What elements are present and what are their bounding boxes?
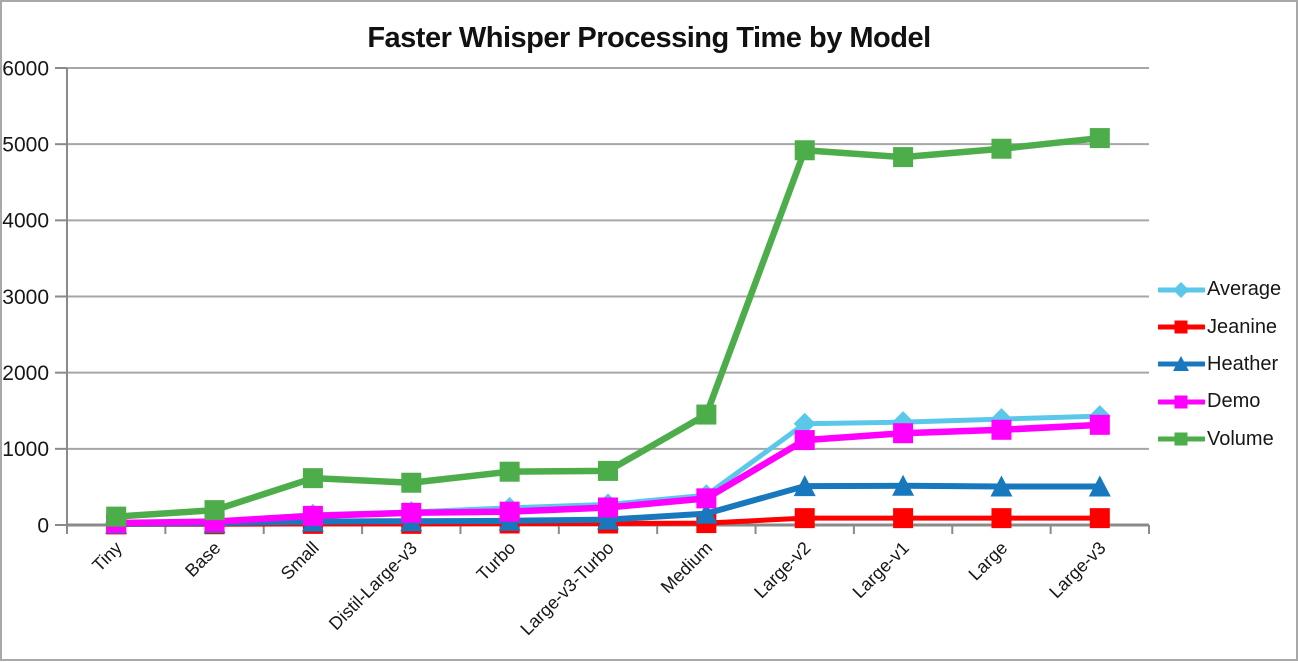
x-axis-label: Large-v2 <box>750 538 814 602</box>
data-point-demo-large <box>991 419 1012 440</box>
data-point-jeanine-large-v1 <box>893 508 914 529</box>
x-axis-label: Large <box>965 538 1012 585</box>
data-point-demo-turbo <box>499 501 520 522</box>
legend-marker-demo <box>1174 395 1188 409</box>
data-point-demo-large-v2 <box>794 430 815 451</box>
data-point-volume-large-v1 <box>893 147 914 168</box>
legend-label-demo: Demo <box>1207 390 1261 413</box>
gridlines <box>67 67 1149 450</box>
data-point-volume-base <box>204 500 225 521</box>
data-point-heather-large-v2 <box>793 475 816 497</box>
y-axis-labels: 0 1000 2000 3000 4000 5000 6000 <box>2 57 49 537</box>
x-axis-labels: Tiny Base Small Distil-Large-v3 TurboLarge-v… <box>88 538 1109 639</box>
data-point-heather-large-v1 <box>892 474 915 496</box>
data-point-jeanine-large <box>991 508 1012 529</box>
chart-title: Faster Whisper Processing Time by Model <box>367 22 931 54</box>
x-axis-label: Base <box>181 538 224 581</box>
legend-marker-heather <box>1173 356 1189 372</box>
legend-item-volume: Volume <box>1158 421 1298 458</box>
legend-label-heather: Heather <box>1207 352 1279 375</box>
legend-label-jeanine: Jeanine <box>1207 315 1278 338</box>
x-axis-label: Medium <box>657 538 716 597</box>
legend-label-volume: Volume <box>1207 427 1274 450</box>
data-point-jeanine-large-v2 <box>794 508 815 529</box>
data-point-demo-large-v3 <box>1089 414 1110 435</box>
y-axis-label: 5000 <box>2 134 49 157</box>
x-axis-label: Large-v3-Turbo <box>516 538 617 639</box>
legend-item-demo: Demo <box>1158 383 1298 420</box>
data-point-heather-large-v3 <box>1088 475 1111 497</box>
axis-ticks <box>55 67 1150 534</box>
data-point-heather-medium <box>695 502 718 524</box>
data-point-volume-large-v3 <box>1089 128 1110 149</box>
data-point-demo-small <box>302 505 323 526</box>
data-point-volume-tiny <box>106 506 127 527</box>
y-axis-label: 3000 <box>2 286 49 309</box>
y-axis-label: 2000 <box>2 362 49 385</box>
series-volume <box>106 128 1110 527</box>
y-axis-label: 0 <box>37 514 49 537</box>
x-axis-label: Tiny <box>88 538 126 576</box>
legend-swatch-jeanine <box>1158 320 1205 334</box>
x-axis-label: Distil-Large-v3 <box>325 538 421 634</box>
legend-item-average: Average <box>1158 271 1298 308</box>
chart-legend: Average Jeanine Heather Demo Volume <box>1158 271 1298 458</box>
x-axis-label: Large-v1 <box>849 538 913 602</box>
legend-marker-volume <box>1174 432 1188 446</box>
data-point-heather-large <box>990 475 1013 497</box>
data-point-volume-large <box>991 138 1012 159</box>
legend-marker-average <box>1173 281 1189 298</box>
data-point-volume-turbo <box>499 461 520 482</box>
x-axis-label: Large-v3 <box>1045 538 1109 602</box>
data-point-volume-small <box>302 468 323 489</box>
data-point-demo-large-v3-turbo <box>598 497 618 518</box>
legend-label-average: Average <box>1207 278 1282 301</box>
data-point-volume-large-v2 <box>794 140 815 161</box>
legend-swatch-heather <box>1158 356 1205 372</box>
legend-swatch-volume <box>1158 432 1205 446</box>
y-axis-label: 4000 <box>2 210 49 233</box>
data-point-jeanine-large-v3 <box>1089 508 1110 529</box>
legend-item-jeanine: Jeanine <box>1158 308 1298 345</box>
x-axis-label: Small <box>277 538 323 584</box>
series-demo <box>106 414 1110 534</box>
data-point-average-large-v2 <box>793 412 816 435</box>
data-point-demo-distil-large-v3 <box>401 502 422 523</box>
legend-swatch-demo <box>1158 395 1205 409</box>
x-axis-label: Turbo <box>473 538 520 585</box>
data-point-volume-large-v3-turbo <box>598 460 618 481</box>
data-point-volume-medium <box>696 404 717 425</box>
data-point-demo-medium <box>696 488 717 509</box>
legend-item-heather: Heather <box>1158 346 1298 383</box>
data-point-demo-large-v1 <box>893 423 914 444</box>
y-axis-label: 1000 <box>2 438 49 461</box>
series-line-volume <box>112 134 1104 520</box>
legend-marker-jeanine <box>1174 320 1188 334</box>
legend-swatch-average <box>1158 281 1205 298</box>
data-point-volume-distil-large-v3 <box>401 472 422 493</box>
data-point-heather-large-v3-turbo <box>597 508 619 530</box>
y-axis-label: 6000 <box>2 57 49 80</box>
